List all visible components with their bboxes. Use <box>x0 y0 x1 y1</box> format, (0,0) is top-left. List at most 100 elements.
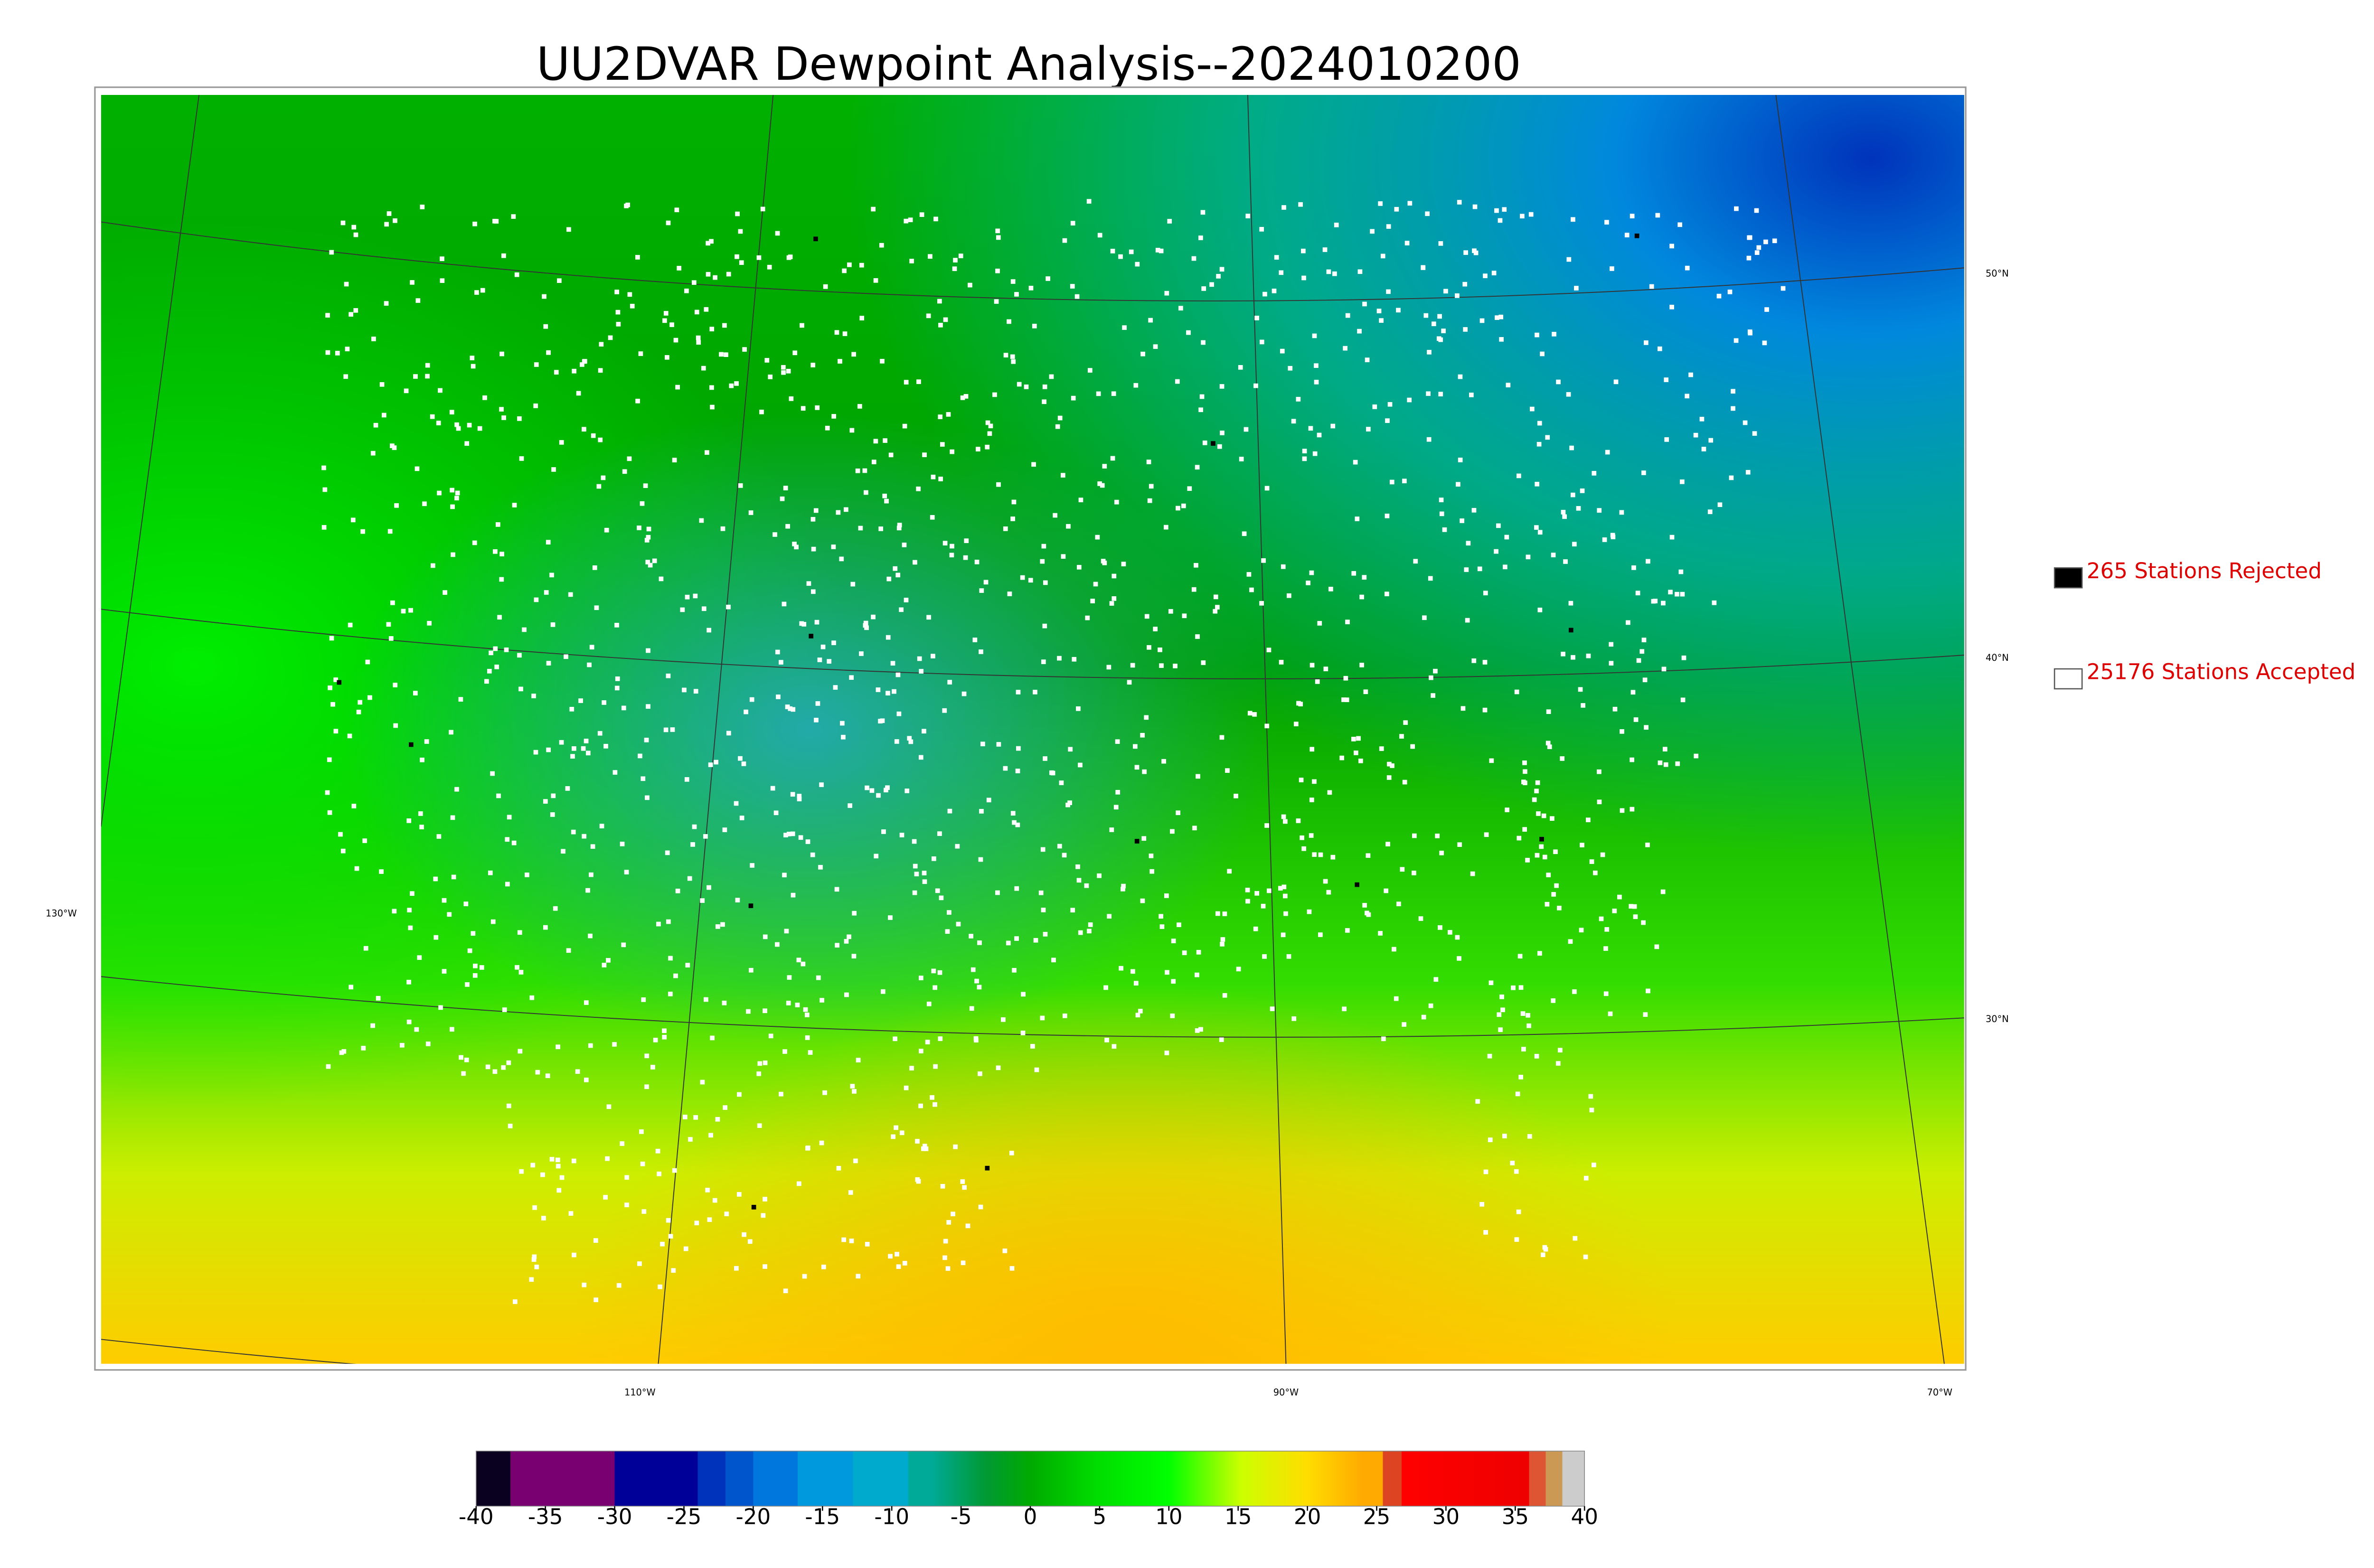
station-dot <box>895 573 901 578</box>
station-dot <box>757 1061 763 1066</box>
station-dot <box>386 211 392 216</box>
station-dot <box>593 1238 598 1243</box>
station-dot <box>995 228 1000 234</box>
station-dot <box>1164 291 1169 296</box>
station-dot <box>1030 1044 1035 1049</box>
station-dot <box>706 272 711 277</box>
station-dot <box>1299 778 1304 782</box>
station-dot <box>1699 416 1705 422</box>
station-dot <box>1343 346 1347 351</box>
station-dot <box>841 734 846 740</box>
station-dot <box>1278 886 1283 891</box>
station-dot <box>714 760 718 765</box>
station-dot <box>856 1058 861 1062</box>
station-dot <box>1282 819 1288 824</box>
station-dot <box>1763 239 1768 244</box>
station-dot <box>529 1277 534 1282</box>
station-dot <box>1095 535 1100 540</box>
station-dot <box>1213 609 1218 614</box>
station-dot <box>1317 621 1322 626</box>
station-dot <box>1754 250 1760 255</box>
station-dot <box>615 676 620 681</box>
station-dot <box>417 955 422 960</box>
station-dot <box>459 1055 463 1060</box>
station-dot <box>823 284 828 289</box>
station-dot <box>884 498 889 504</box>
station-dot <box>325 350 330 355</box>
station-dot <box>1345 313 1350 318</box>
station-dot <box>1312 852 1317 857</box>
station-dot <box>869 788 875 793</box>
station-dot <box>514 272 519 277</box>
station-dot <box>345 347 350 351</box>
station-dot <box>1115 739 1120 744</box>
station-dot <box>1252 712 1257 717</box>
station-dot <box>895 672 901 677</box>
station-dot <box>663 311 669 316</box>
station-dot <box>801 406 806 411</box>
station-dot <box>1669 244 1674 249</box>
station-dot <box>1464 567 1469 572</box>
station-dot <box>1357 329 1362 334</box>
station-dot <box>456 426 461 431</box>
station-dot <box>535 1070 540 1075</box>
station-dot <box>1087 368 1093 373</box>
station-dot <box>1603 946 1608 951</box>
station-dot <box>461 1071 466 1076</box>
station-dot <box>902 1261 907 1266</box>
station-dot <box>1514 1169 1519 1174</box>
station-dot <box>603 743 608 749</box>
station-dot <box>1572 989 1577 994</box>
station-dot <box>436 421 441 425</box>
station-dot <box>564 654 568 659</box>
station-dot <box>533 750 538 755</box>
station-dot <box>1302 449 1307 453</box>
station-dot <box>1201 286 1206 291</box>
station-dot <box>916 1179 921 1184</box>
station-dot <box>1612 908 1617 913</box>
station-dot <box>787 975 792 980</box>
station-dot <box>1412 871 1416 875</box>
station-dot <box>591 433 596 438</box>
station-dot <box>1536 811 1541 816</box>
station-dot <box>493 549 498 554</box>
station-dot <box>748 903 754 908</box>
station-dot <box>1743 420 1748 425</box>
station-dot <box>1317 432 1322 438</box>
station-dot <box>896 1264 901 1269</box>
station-dot <box>1187 486 1192 491</box>
station-dot <box>871 207 876 212</box>
station-dot <box>1011 499 1017 505</box>
station-dot <box>1134 839 1140 844</box>
station-dot <box>1198 1027 1203 1032</box>
station-dot <box>785 524 790 529</box>
station-dot <box>1138 1009 1143 1014</box>
station-dot <box>1477 566 1482 572</box>
station-dot <box>532 1254 537 1259</box>
station-dot <box>1491 271 1497 275</box>
station-dot <box>960 1179 965 1184</box>
station-dot <box>687 876 692 881</box>
station-dot <box>1504 535 1509 540</box>
station-dot <box>489 650 493 656</box>
station-dot <box>1669 304 1674 310</box>
station-dot <box>947 910 951 915</box>
station-dot <box>1024 385 1029 389</box>
station-dot <box>1387 761 1392 767</box>
station-dot <box>1649 284 1654 289</box>
station-dot <box>706 241 711 246</box>
station-dot <box>608 335 613 340</box>
lat-label: 40°N <box>1986 652 2009 663</box>
station-dot <box>938 1036 943 1041</box>
station-dot <box>644 737 649 742</box>
station-dot <box>955 844 960 849</box>
station-dot <box>919 212 924 217</box>
station-dot <box>1200 210 1206 215</box>
station-dot <box>1442 527 1447 532</box>
station-dot <box>786 368 791 374</box>
station-dot <box>662 1028 667 1033</box>
station-dot <box>1323 879 1328 884</box>
station-dot <box>594 1297 599 1302</box>
station-dot <box>1433 668 1438 674</box>
station-dot <box>1046 276 1050 281</box>
